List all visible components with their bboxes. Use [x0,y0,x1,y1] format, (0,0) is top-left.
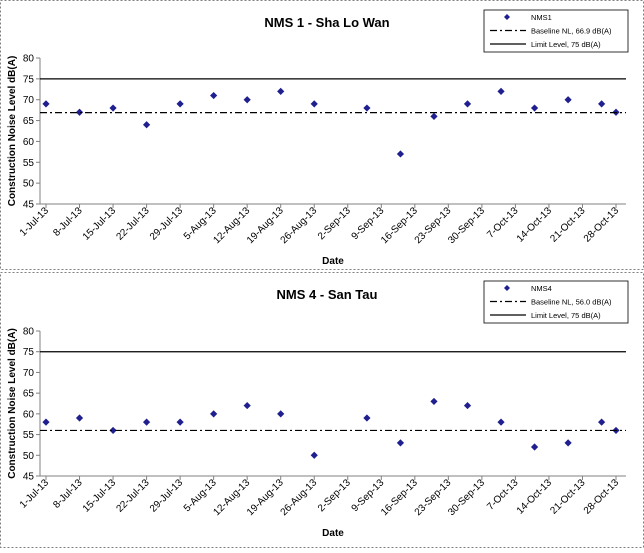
y-tick-label: 50 [23,179,35,190]
legend-label: NMS4 [531,284,552,293]
data-point [243,96,251,104]
x-axis-label: Date [322,528,344,539]
data-point [530,443,539,451]
legend-marker [504,285,510,291]
data-point [142,121,151,129]
data-point [363,414,371,422]
data-point [210,91,218,100]
data-point [497,418,505,426]
y-tick-label: 55 [23,158,35,169]
data-point [310,451,318,459]
legend-label: Limit Level, 75 dB(A) [531,311,601,320]
y-tick-label: 65 [23,389,35,400]
data-point [210,410,218,418]
chart-title: NMS 4 - San Tau [277,287,378,302]
y-tick-label: 65 [23,116,35,127]
data-point [530,104,539,112]
data-point [463,401,472,410]
y-tick-label: 45 [23,472,35,483]
data-point [598,100,606,108]
legend: NMS1 Baseline NL, 66.9 dB(A) Limit Level, … [483,9,629,53]
data-point [463,100,472,108]
y-tick-label: 70 [23,368,35,379]
data-point [396,439,405,447]
data-point [176,418,184,426]
data-point [142,418,151,426]
chart-panel-border [0,272,644,548]
y-tick-label: 80 [23,54,35,65]
data-point [75,414,84,422]
legend-label: NMS1 [531,13,552,22]
legend: NMS4 Baseline NL, 56.0 dB(A) Limit Level, … [483,280,629,324]
data-point [109,426,117,435]
legend-label: Baseline NL, 56.0 dB(A) [531,298,612,307]
data-point [598,418,606,426]
chart-panel-1: NMS 1 - Sha Lo Wan Construction Noise Lev… [0,0,644,270]
legend-label: Limit Level, 75 dB(A) [531,40,601,49]
y-tick-label: 80 [23,327,35,338]
y-tick-label: 60 [23,409,35,420]
legend-marker [504,14,510,20]
data-point [109,104,117,112]
chart-panel-2: NMS 4 - San Tau Construction Noise Level … [0,272,644,548]
y-tick-label: 55 [23,430,35,441]
y-tick-label: 50 [23,451,35,462]
data-point [75,108,84,116]
data-point [363,104,371,112]
data-point [42,100,50,108]
data-point [396,150,405,158]
y-tick-label: 75 [23,74,35,85]
data-point [430,112,438,120]
data-point [430,397,438,406]
chart-title: NMS 1 - Sha Lo Wan [264,15,389,30]
legend-label: Baseline NL, 66.9 dB(A) [531,27,612,36]
y-axis-label: Construction Noise Level dB(A) [7,56,18,207]
data-point [277,87,285,95]
data-point [564,96,572,104]
y-axis-label: Construction Noise Level dB(A) [7,328,18,479]
data-point [497,87,505,95]
y-tick-label: 60 [23,137,35,148]
y-tick-label: 70 [23,95,35,106]
data-point [277,410,285,418]
data-point [176,100,184,108]
data-point [42,418,50,426]
data-point [243,401,251,410]
data-point [310,100,318,108]
y-tick-label: 75 [23,347,35,358]
y-tick-label: 45 [23,200,35,211]
x-axis-label: Date [322,256,344,267]
data-point [564,439,572,447]
